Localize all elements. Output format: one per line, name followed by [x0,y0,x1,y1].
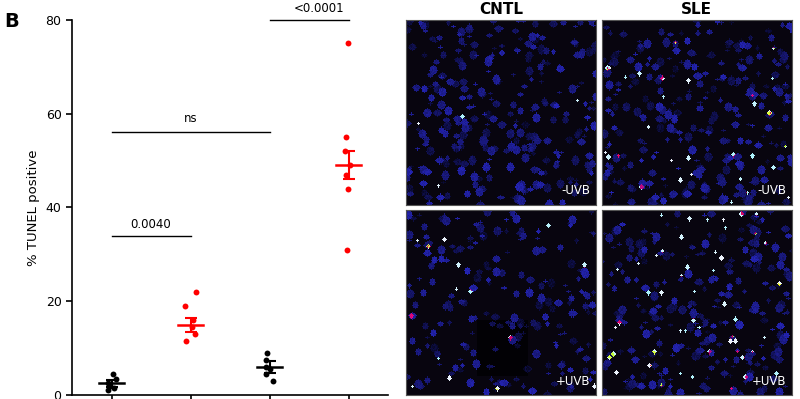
Text: <0.0001: <0.0001 [294,2,345,15]
Text: ns: ns [184,113,198,125]
Text: +UVB: +UVB [752,375,786,387]
Point [188,331,201,337]
Point [190,289,202,295]
Point [186,317,199,323]
Point [342,40,354,47]
Point [340,134,353,140]
Point [267,378,280,384]
Point [340,172,353,178]
Point [343,162,356,168]
Point [186,324,198,330]
Title: SLE: SLE [682,2,712,18]
Text: -UVB: -UVB [562,184,590,198]
Point [108,385,121,391]
Text: +UVB: +UVB [556,375,590,387]
Title: CNTL: CNTL [479,2,523,18]
Point [102,380,114,387]
Text: 0.0040: 0.0040 [130,218,171,231]
Point [342,186,354,192]
Point [261,350,274,356]
Point [263,366,276,372]
Point [102,387,114,393]
Point [179,338,192,344]
Point [110,375,123,382]
Point [260,371,273,377]
Point [106,371,119,377]
Point [338,148,351,154]
Text: B: B [4,12,18,31]
Point [341,247,354,253]
Point [260,364,273,370]
Y-axis label: % TUNEL positive: % TUNEL positive [27,149,40,266]
Point [104,382,117,389]
Point [260,357,273,363]
Text: -UVB: -UVB [758,184,786,198]
Point [179,303,192,309]
